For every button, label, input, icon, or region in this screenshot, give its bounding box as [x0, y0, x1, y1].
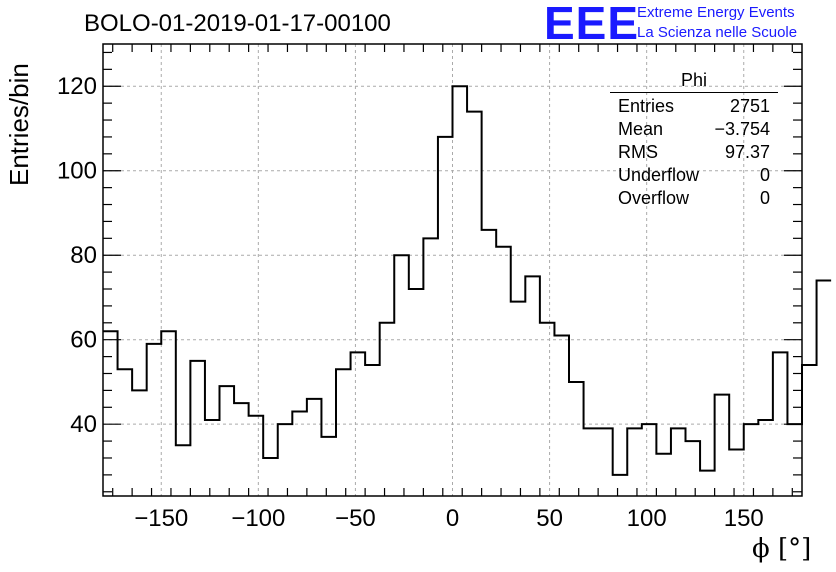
- stats-title: Phi: [610, 70, 778, 93]
- y-tick-label: 60: [70, 327, 97, 354]
- plot-title: BOLO-01-2019-01-17-00100: [84, 10, 391, 37]
- histogram-bin: [365, 365, 380, 496]
- y-tick-label: 40: [70, 411, 97, 438]
- histogram-bin: [147, 344, 162, 496]
- x-tick-label: −150: [134, 505, 188, 532]
- histogram-bin: [715, 395, 730, 496]
- stats-box: Phi Entries 2751 Mean −3.754 RMS 97.37 U…: [610, 70, 778, 210]
- histogram-bin: [190, 361, 205, 496]
- histogram-bin: [394, 255, 409, 496]
- histogram-bin: [249, 416, 264, 496]
- histogram-bin: [453, 86, 468, 496]
- histogram-bin: [307, 399, 322, 496]
- histogram-bin: [205, 420, 220, 496]
- y-tick-label: 120: [57, 73, 97, 100]
- histogram-bin: [321, 437, 336, 496]
- stats-key: RMS: [618, 142, 658, 162]
- histogram-bin: [511, 302, 526, 496]
- histogram-bin: [569, 382, 584, 496]
- y-tick-label: 100: [57, 158, 97, 185]
- histogram-bin: [423, 238, 438, 496]
- histogram-bin: [787, 424, 802, 496]
- histogram-bin: [729, 450, 744, 496]
- histogram-bin: [686, 441, 701, 496]
- histogram-bin: [482, 230, 497, 496]
- stats-row-overflow: Overflow 0: [610, 187, 778, 210]
- stats-row-entries: Entries 2751: [610, 95, 778, 118]
- eee-logo: EEE: [544, 0, 640, 49]
- x-tick-label: 100: [627, 505, 667, 532]
- stats-key: Overflow: [618, 188, 690, 208]
- histogram-bin: [278, 424, 293, 496]
- y-tick-label: 80: [70, 242, 97, 269]
- x-tick-label: −100: [231, 505, 285, 532]
- histogram-bin: [758, 420, 773, 496]
- stats-key: Entries: [618, 96, 675, 116]
- stats-key: Underflow: [618, 165, 700, 185]
- x-tick-label: 50: [536, 505, 563, 532]
- histogram-bin: [525, 276, 540, 496]
- logo-line-1: Extreme Energy Events: [637, 4, 795, 21]
- stats-value: 2751: [729, 96, 770, 116]
- histogram-bin: [554, 335, 569, 496]
- histogram-bin: [700, 471, 715, 496]
- histogram-bin: [496, 247, 511, 496]
- histogram-bin: [656, 454, 671, 496]
- histogram-bin: [613, 475, 628, 496]
- histogram-bin: [380, 323, 395, 496]
- histogram-bin: [671, 428, 686, 496]
- logo-line-2: La Scienza nelle Scuole: [637, 24, 798, 41]
- histogram-bin: [540, 323, 555, 496]
- histogram-bin: [336, 369, 351, 496]
- plot-frame: [102, 43, 803, 497]
- y-axis-label: Entries/bin: [4, 63, 34, 186]
- stats-row-underflow: Underflow 0: [610, 164, 778, 187]
- histogram-bin: [773, 352, 788, 496]
- histogram-bin: [176, 445, 191, 496]
- stats-value: 97.37: [724, 142, 770, 162]
- histogram-bin: [118, 369, 133, 496]
- histogram-bin: [438, 137, 453, 496]
- histogram-bin: [132, 390, 147, 496]
- histogram-bin: [351, 352, 366, 496]
- stats-value: 0: [759, 165, 770, 185]
- histogram-bin: [598, 428, 613, 496]
- histogram-bin: [467, 112, 482, 496]
- histogram-bin: [744, 424, 759, 496]
- histogram-bin: [292, 412, 307, 496]
- histogram-bin: [263, 458, 278, 496]
- x-tick-label: 150: [724, 505, 764, 532]
- histogram-bin: [817, 281, 832, 496]
- stats-row-mean: Mean −3.754: [610, 118, 778, 141]
- stats-key: Mean: [618, 119, 664, 139]
- stats-value: −3.754: [714, 119, 770, 139]
- histogram-bin: [161, 331, 176, 496]
- histogram-bin: [220, 386, 235, 496]
- histogram-bin: [642, 424, 657, 496]
- histogram-bin: [584, 428, 599, 496]
- x-tick-label: 0: [446, 505, 459, 532]
- histogram-bin: [802, 365, 817, 496]
- x-axis-label: ϕ [°]: [752, 534, 812, 564]
- histogram-series: [103, 85, 832, 476]
- histogram-bin: [627, 428, 642, 496]
- histogram-bin: [103, 331, 118, 496]
- x-tick-label: −50: [335, 505, 376, 532]
- stats-value: 0: [759, 188, 770, 208]
- stats-row-rms: RMS 97.37: [610, 141, 778, 164]
- histogram-bin: [409, 289, 424, 496]
- histogram-bin: [234, 403, 249, 496]
